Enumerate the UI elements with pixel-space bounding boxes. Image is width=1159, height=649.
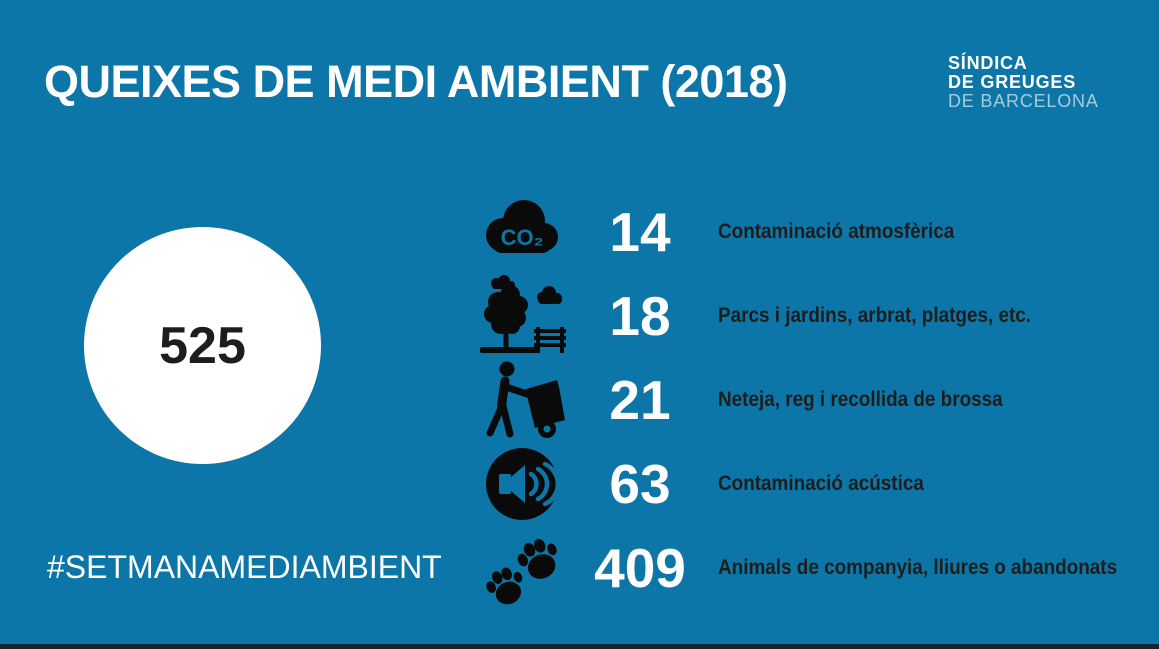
hashtag-text: #SETMANAMEDIAMBIENT [47,549,442,585]
table-row-noise: 63 Contaminació acústica [474,442,1159,526]
row-value: 14 [609,200,671,263]
row-value: 409 [594,536,686,599]
paw-prints-icon [474,526,570,610]
co2-cloud-icon: CO₂ [474,190,570,274]
table-row-animals: 409 Animals de companyia, lliures o aban… [474,526,1159,610]
row-label: Animals de companyia, lliures o abandona… [718,556,1118,579]
co2-icon-text: CO₂ [501,225,544,250]
row-value: 63 [609,452,671,515]
table-row-parks: 18 Parcs i jardins, arbrat, platges, etc… [474,274,1159,358]
speaker-icon [474,442,570,526]
waste-collection-icon [474,358,570,442]
park-icon [474,274,570,358]
table-row-air-pollution: CO₂ 14 Contaminació atmosfèrica [474,190,1159,274]
logo-line-1: SÍNDICA [948,53,1028,73]
row-label: Parcs i jardins, arbrat, platges, etc. [718,304,1032,327]
logo-line-2: DE GREUGES [948,72,1077,93]
table-row-cleaning: 21 Neteja, reg i recollida de brossa [474,358,1159,442]
page-title: QUEIXES DE MEDI AMBIENT (2018) [44,56,788,107]
row-value: 18 [609,284,671,347]
row-label: Contaminació acústica [718,472,924,495]
bottom-bar [0,644,1159,649]
total-complaints-circle: 525 [84,227,321,464]
complaint-rows: CO₂ 14 Contaminació atmosfèrica [474,190,1159,610]
row-value: 21 [609,368,671,431]
row-label: Neteja, reg i recollida de brossa [718,388,1003,411]
row-label: Contaminació atmosfèrica [718,220,955,243]
logo-line-3: DE BARCELONA [948,91,1099,112]
sindica-de-greuges-logo: SÍNDICA DE GREUGES DE BARCELONA [948,53,1099,112]
total-complaints-value: 525 [159,316,246,375]
